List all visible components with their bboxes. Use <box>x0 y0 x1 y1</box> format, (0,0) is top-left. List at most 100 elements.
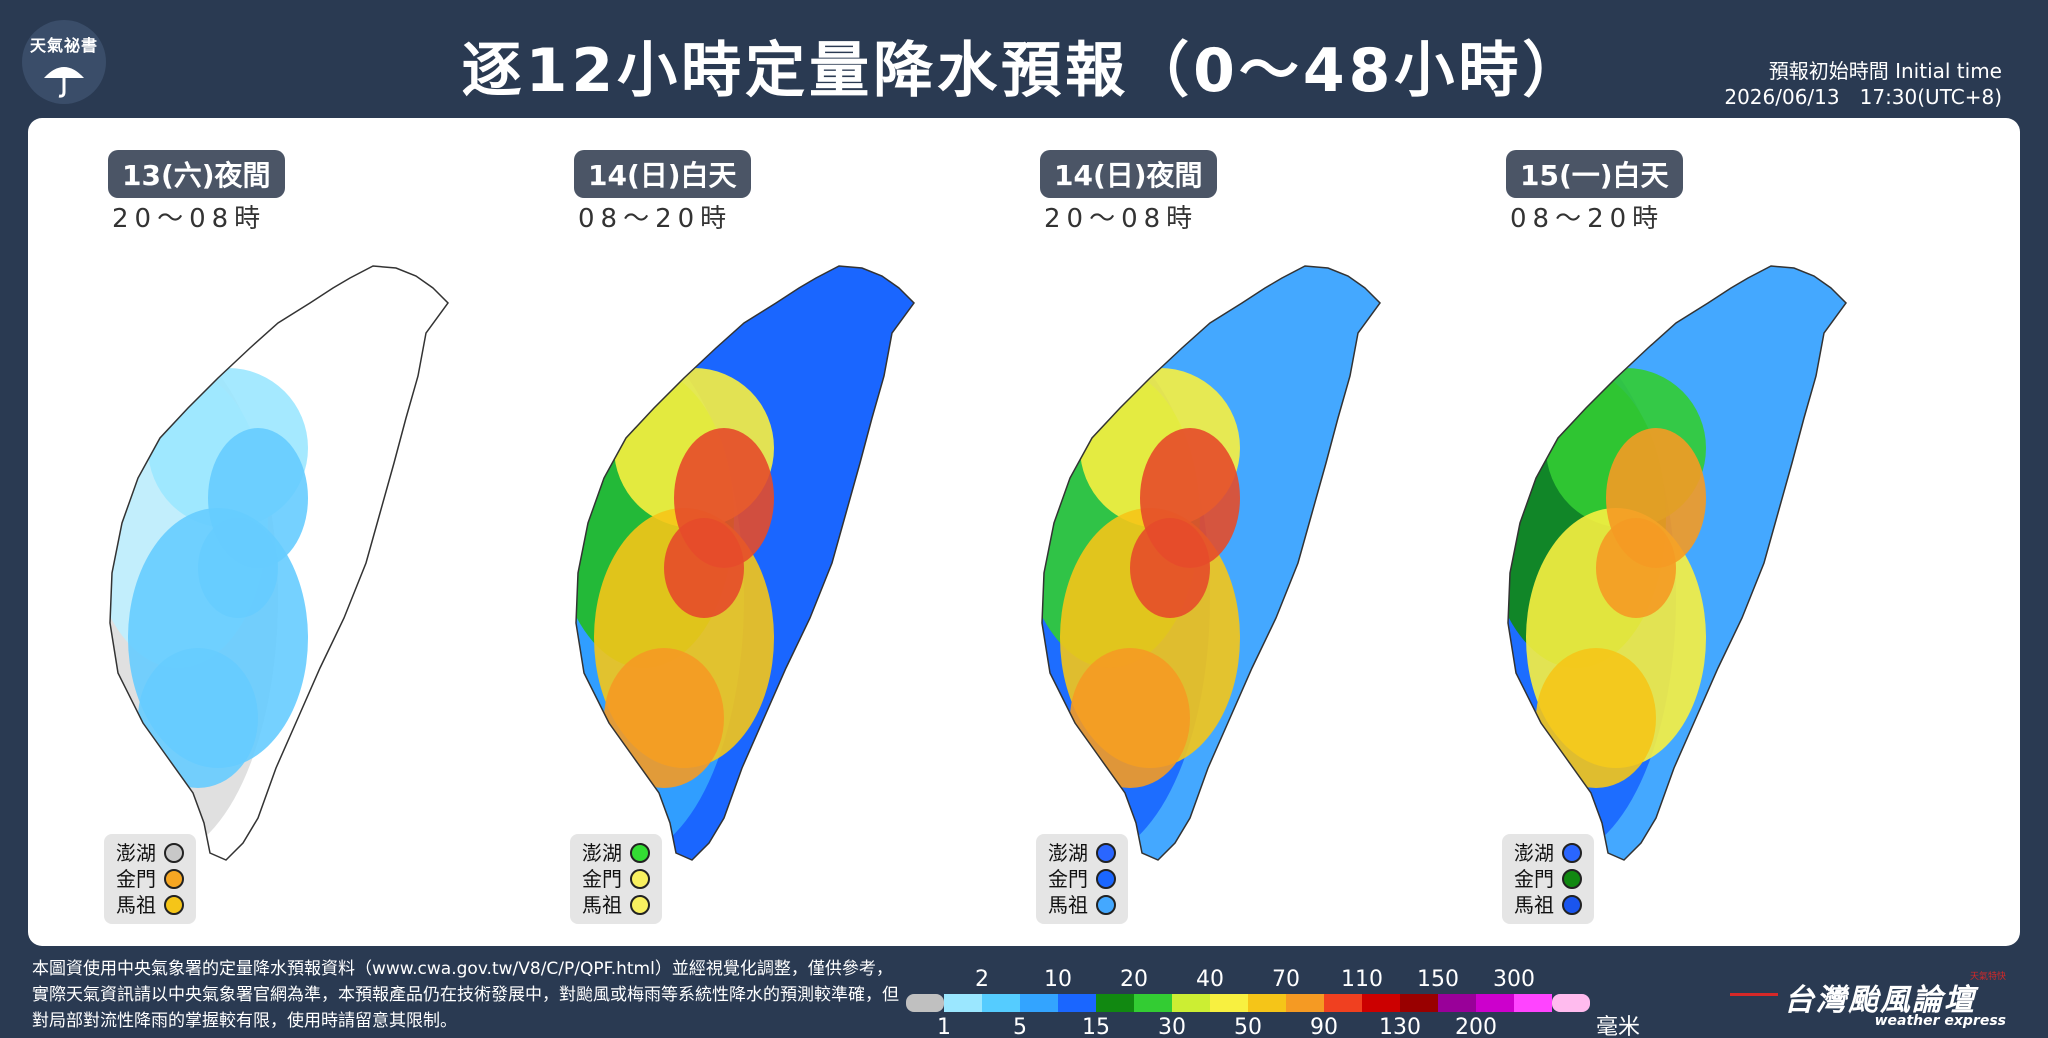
island-dot <box>1562 869 1582 889</box>
legend-label: 2 <box>975 967 989 992</box>
period-label: 15(一)白天 <box>1506 150 1683 198</box>
page-title: 逐12小時定量降水預報（0～48小時） <box>461 36 1587 106</box>
brand-line <box>1730 993 1778 996</box>
initial-time-label: 預報初始時間 Initial time <box>1768 59 2002 83</box>
legend-swatch <box>1134 994 1172 1012</box>
legend-label: 15 <box>1082 1015 1110 1036</box>
island-dot <box>164 843 184 863</box>
legend-swatch <box>1172 994 1210 1012</box>
legend-swatch <box>1400 994 1438 1012</box>
island-name: 澎湖 <box>582 841 622 865</box>
hours-label: 20～08時 <box>1044 204 1199 234</box>
period-label: 14(日)夜間 <box>1040 150 1217 198</box>
legend-label: 20 <box>1120 967 1148 992</box>
island-matsu: 馬祖 <box>1048 892 1116 918</box>
rainfall-area <box>1596 518 1676 618</box>
legend-label: 5 <box>1013 1015 1027 1036</box>
taiwan-map <box>109 265 449 861</box>
initial-time: 預報初始時間 Initial time 2026/06/13 17:30(UTC… <box>1724 58 2002 110</box>
rainfall-area <box>1070 648 1190 788</box>
legend-swatch <box>1248 994 1286 1012</box>
outlying-islands: 澎湖 金門 馬祖 <box>1502 834 1594 924</box>
island-dot <box>1096 843 1116 863</box>
hours-label: 20～08時 <box>112 204 267 234</box>
map-panel-2: 14(日)白天 08～20時 澎湖 金門 馬祖 <box>494 118 992 946</box>
logo-text: 天氣祕書 <box>29 36 98 55</box>
legend-swatch <box>1476 994 1514 1012</box>
brand-logo: 天氣特快 台灣颱風論壇 weather express <box>1730 972 2020 1035</box>
rainfall-area <box>1536 648 1656 788</box>
legend-swatch <box>1058 994 1096 1012</box>
island-name: 馬祖 <box>1514 893 1554 917</box>
rainfall-area <box>1130 518 1210 618</box>
umbrella-icon <box>44 67 84 98</box>
legend-label: 200 <box>1455 1015 1497 1036</box>
taiwan-map <box>1041 265 1381 861</box>
legend-label: 150 <box>1417 967 1459 992</box>
legend-label: 40 <box>1196 967 1224 992</box>
hours-label: 08～20時 <box>1510 204 1665 234</box>
legend-label: 10 <box>1044 967 1072 992</box>
legend-swatch <box>1438 994 1476 1012</box>
hours-label: 08～20時 <box>578 204 733 234</box>
coastline <box>575 265 915 861</box>
taiwan-map <box>1507 265 1847 861</box>
island-dot <box>630 895 650 915</box>
island-matsu: 馬祖 <box>1514 892 1582 918</box>
legend-label: 1 <box>937 1015 951 1036</box>
island-penghu: 澎湖 <box>582 840 650 866</box>
legend-label: 300 <box>1493 967 1535 992</box>
island-name: 馬祖 <box>1048 893 1088 917</box>
island-dot <box>164 895 184 915</box>
island-dot <box>630 843 650 863</box>
brand-name: 台灣颱風論壇 <box>1784 983 1976 1018</box>
island-dot <box>1096 869 1116 889</box>
island-name: 金門 <box>582 867 622 891</box>
legend-swatch <box>982 994 1020 1012</box>
footnote: 本圖資使用中央氣象署的定量降水預報資料（www.cwa.gov.tw/V8/C/… <box>32 959 899 1031</box>
period-label: 13(六)夜間 <box>108 150 285 198</box>
legend-label: 30 <box>1158 1015 1186 1036</box>
period-label: 14(日)白天 <box>574 150 751 198</box>
legend-swatch <box>1020 994 1058 1012</box>
outlying-islands: 澎湖 金門 馬祖 <box>1036 834 1128 924</box>
island-dot <box>630 869 650 889</box>
island-name: 金門 <box>116 867 156 891</box>
legend-unit: 毫米 <box>1596 1015 1640 1036</box>
rainfall-area <box>138 648 258 788</box>
outlying-islands: 澎湖 金門 馬祖 <box>104 834 196 924</box>
legend-label: 130 <box>1379 1015 1421 1036</box>
maps-panel: 13(六)夜間 20～08時 澎湖 金門 馬祖 14(日)白天 08～20時 澎… <box>28 118 2020 946</box>
island-name: 金門 <box>1048 867 1088 891</box>
island-matsu: 馬祖 <box>582 892 650 918</box>
coastline <box>1507 265 1847 861</box>
island-dot <box>1562 843 1582 863</box>
island-kinmen: 金門 <box>582 866 650 892</box>
island-name: 澎湖 <box>1048 841 1088 865</box>
logo: 天氣祕書 <box>22 20 106 104</box>
legend-swatch <box>1096 994 1134 1012</box>
island-name: 澎湖 <box>1514 841 1554 865</box>
island-dot <box>1096 895 1116 915</box>
brand-sub: weather express <box>1874 1013 2006 1029</box>
island-kinmen: 金門 <box>1048 866 1116 892</box>
coastline <box>109 265 449 861</box>
island-kinmen: 金門 <box>1514 866 1582 892</box>
island-name: 馬祖 <box>116 893 156 917</box>
legend-label: 110 <box>1341 967 1383 992</box>
island-kinmen: 金門 <box>116 866 184 892</box>
island-dot <box>164 869 184 889</box>
legend-label: 50 <box>1234 1015 1262 1036</box>
legend-swatch <box>1210 994 1248 1012</box>
legend-swatch <box>906 994 944 1012</box>
rainfall-area <box>198 518 278 618</box>
island-name: 金門 <box>1514 867 1554 891</box>
island-matsu: 馬祖 <box>116 892 184 918</box>
island-penghu: 澎湖 <box>116 840 184 866</box>
legend-swatch <box>1514 994 1552 1012</box>
taiwan-map <box>575 265 915 861</box>
legend-swatch <box>1552 994 1590 1012</box>
rainfall-area <box>604 648 724 788</box>
island-name: 馬祖 <box>582 893 622 917</box>
